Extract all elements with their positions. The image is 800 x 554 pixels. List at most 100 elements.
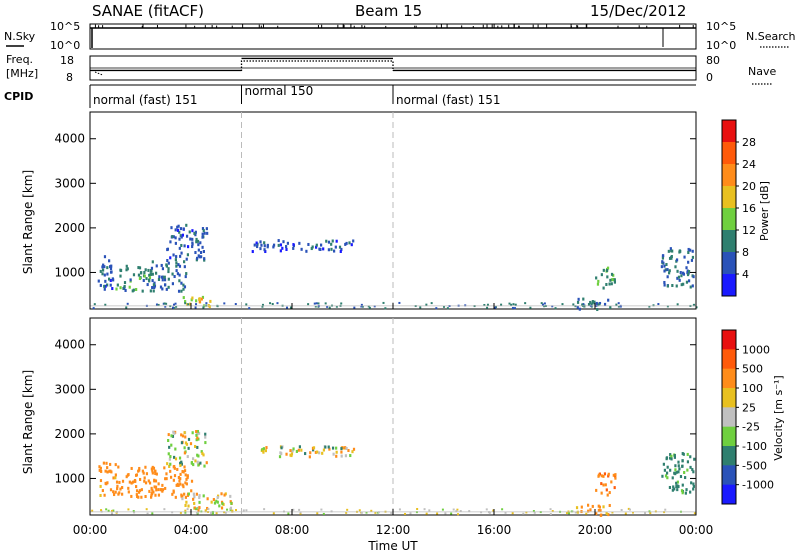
power-ground-cell bbox=[486, 306, 489, 309]
velocity-cell bbox=[673, 471, 676, 475]
power-cell bbox=[199, 250, 203, 254]
power-cell bbox=[671, 284, 674, 288]
velocity-cell bbox=[681, 459, 684, 463]
velocity-cell bbox=[676, 484, 679, 488]
velocity-cell bbox=[285, 452, 288, 456]
velocity-cell bbox=[98, 465, 101, 469]
nsky-label: N.Sky bbox=[4, 30, 36, 43]
power-cell bbox=[338, 245, 342, 249]
velocity-cell bbox=[161, 488, 165, 492]
velocity-ground-cell bbox=[428, 509, 431, 512]
velocity-ground-cell bbox=[627, 507, 630, 510]
velocity-ground-cell bbox=[179, 511, 182, 514]
cpid-segments: normal (fast) 151 normal 150 normal (fast)… bbox=[89, 84, 500, 108]
power-cell bbox=[603, 302, 607, 306]
power-cell bbox=[181, 233, 185, 237]
power-ground-cell bbox=[173, 307, 176, 310]
power-ground-cell bbox=[373, 305, 376, 308]
power-ground-cell bbox=[314, 305, 317, 308]
power-ground-cell bbox=[500, 303, 503, 306]
velocity-cell bbox=[152, 466, 156, 470]
velocity-ground-cell bbox=[107, 509, 110, 512]
power-cell bbox=[106, 266, 109, 270]
velocity-ground-cell bbox=[511, 512, 514, 515]
velocity-cell bbox=[153, 485, 156, 489]
velocity-cell bbox=[148, 481, 152, 485]
power-cell bbox=[582, 297, 585, 301]
freq-label-1: Freq. bbox=[6, 53, 33, 66]
velocity-cell bbox=[665, 456, 669, 460]
date-title: 15/Dec/2012 bbox=[590, 2, 686, 20]
velocity-cell bbox=[340, 447, 343, 451]
velocity-cell bbox=[115, 480, 119, 484]
velocity-cell bbox=[279, 451, 282, 455]
power-cell bbox=[687, 279, 691, 283]
power-cell bbox=[154, 271, 158, 275]
power-cell bbox=[184, 300, 187, 304]
velocity-cell bbox=[204, 509, 207, 513]
power-ground-cell bbox=[205, 302, 208, 305]
power-cell bbox=[194, 230, 197, 234]
velocity-cell bbox=[692, 482, 695, 486]
colorbar-swatch bbox=[722, 368, 736, 389]
power-cell bbox=[201, 245, 204, 249]
power-cell bbox=[171, 282, 175, 286]
power-ground-cell bbox=[511, 307, 514, 310]
velocity-cell bbox=[116, 484, 119, 488]
velocity-cell bbox=[137, 469, 140, 473]
power-cell bbox=[178, 237, 181, 241]
velocity-cell bbox=[191, 457, 195, 461]
velocity-cell bbox=[196, 507, 199, 511]
velocity-cell bbox=[311, 448, 315, 452]
velocity-cell bbox=[179, 463, 182, 467]
velocity-cell bbox=[172, 490, 175, 494]
velocity-cell bbox=[180, 433, 183, 437]
colorbar-swatch bbox=[722, 120, 736, 143]
velocity-cell bbox=[678, 467, 681, 471]
colorbar-swatch bbox=[722, 349, 736, 370]
velocity-colorbar-label: Velocity [m s⁻¹] bbox=[772, 375, 785, 460]
power-cell bbox=[281, 246, 284, 250]
power-cell bbox=[151, 279, 154, 283]
velocity-cell bbox=[184, 441, 188, 445]
velocity-cell bbox=[127, 473, 130, 477]
velocity-cell bbox=[221, 502, 224, 506]
power-cell bbox=[667, 249, 670, 253]
nsearch-tick-top: 10^5 bbox=[706, 20, 736, 33]
velocity-cell bbox=[183, 446, 186, 450]
velocity-ground-cell bbox=[436, 512, 439, 515]
colorbar-swatch bbox=[722, 484, 736, 505]
velocity-cell bbox=[663, 468, 666, 472]
velocity-cell bbox=[160, 488, 163, 492]
power-cell bbox=[147, 278, 151, 282]
power-cell bbox=[305, 249, 308, 253]
power-cell bbox=[197, 248, 200, 252]
power-cell bbox=[151, 272, 154, 276]
velocity-cell bbox=[112, 490, 115, 494]
y-tick-label: 4000 bbox=[54, 132, 85, 146]
power-cell bbox=[101, 265, 104, 269]
power-cell bbox=[177, 263, 180, 267]
velocity-cell bbox=[599, 509, 602, 513]
velocity-cell bbox=[172, 478, 175, 482]
velocity-ground-cell bbox=[287, 512, 290, 515]
power-cell bbox=[256, 245, 259, 249]
velocity-cell bbox=[181, 469, 184, 473]
power-ground-cell bbox=[313, 302, 316, 305]
power-ground-cell bbox=[157, 303, 160, 306]
power-cell bbox=[314, 245, 318, 249]
velocity-cell bbox=[290, 452, 294, 456]
power-ground-cell bbox=[245, 303, 248, 306]
power-ground-cell bbox=[657, 303, 660, 306]
velocity-cell bbox=[195, 429, 198, 433]
power-ground-cell bbox=[353, 306, 356, 309]
xaxis-label: Time UT bbox=[367, 539, 418, 553]
power-ground-cell bbox=[335, 305, 338, 308]
velocity-cell bbox=[148, 489, 151, 493]
power-cell bbox=[184, 275, 187, 279]
colorbar-swatch bbox=[722, 426, 736, 447]
velocity-ground-cell bbox=[322, 512, 325, 515]
velocity-ground-cell bbox=[346, 508, 349, 511]
velocity-cell bbox=[692, 470, 695, 474]
velocity-cell bbox=[167, 433, 170, 437]
